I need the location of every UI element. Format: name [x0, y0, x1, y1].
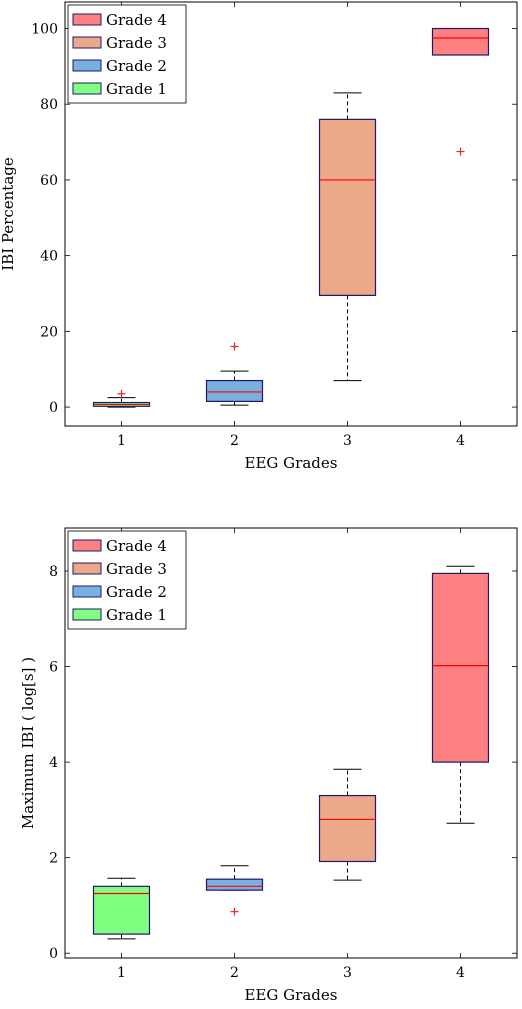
box-grade-1	[92, 885, 151, 935]
legend-label: Grade 2	[106, 57, 167, 75]
y-tick-label: 0	[49, 946, 58, 962]
box-grade-3	[318, 794, 377, 863]
legend-swatch	[72, 82, 102, 95]
x-tick-label: 1	[117, 433, 126, 449]
y-axis-label: Maximum IBI ( log[s] )	[19, 657, 37, 829]
y-tick-label: 100	[31, 22, 58, 38]
y-tick-label: 0	[49, 400, 58, 416]
box-grade-4	[431, 27, 490, 56]
legend-label: Grade 2	[106, 583, 167, 601]
chart-maximum-ibi-svg: 0 2 4 6 8 1 2 3 4 EEG Grades Maximum IBI ( log[s] …	[19, 527, 518, 1004]
y-tick-label: 60	[40, 173, 58, 189]
x-tick-label: 1	[117, 965, 126, 981]
box-grade-3	[318, 118, 377, 296]
y-tick-label: 2	[49, 851, 58, 867]
y-tick-label: 20	[40, 324, 58, 340]
legend-swatch	[72, 608, 102, 621]
legend-swatch	[72, 59, 102, 72]
legend-label: Grade 4	[106, 11, 167, 29]
y-tick-label: 40	[40, 249, 58, 265]
chart-ibi-percentage-svg: 0 20 40 60 80 100 1 2 3 4 EEG Grades IBI Percentage…	[0, 1, 518, 472]
x-axis-label: EEG Grades	[245, 986, 338, 1004]
legend-swatch	[72, 539, 102, 552]
y-tick-label: 4	[49, 755, 58, 771]
box-grade-2	[205, 379, 264, 402]
plot-frame	[64, 1, 518, 427]
x-tick-label: 2	[230, 433, 239, 449]
legend-label: Grade 3	[106, 560, 167, 578]
y-tick-label: 6	[49, 660, 58, 676]
box-grade-2	[205, 878, 264, 891]
y-tick-label: 80	[40, 97, 58, 113]
legend-swatch	[72, 13, 102, 26]
y-axis-label: IBI Percentage	[0, 157, 17, 271]
y-tick-label: 8	[49, 564, 58, 580]
x-tick-label: 3	[343, 965, 352, 981]
x-tick-label: 3	[343, 433, 352, 449]
legend-label: Grade 3	[106, 34, 167, 52]
x-tick-label: 2	[230, 965, 239, 981]
legend-swatch	[72, 585, 102, 598]
chart-ibi-percentage: 0 20 40 60 80 100 1 2 3 4 EEG Grades IBI Percentage…	[0, 0, 522, 485]
x-tick-label: 4	[456, 433, 465, 449]
box-grade-4	[431, 572, 490, 763]
legend-label: Grade 4	[106, 537, 167, 555]
plot-frame	[64, 527, 518, 959]
legend-label: Grade 1	[106, 606, 167, 624]
legend-swatch	[72, 36, 102, 49]
legend-label: Grade 1	[106, 80, 167, 98]
legend-swatch	[72, 562, 102, 575]
x-tick-label: 4	[456, 965, 465, 981]
chart-maximum-ibi: 0 2 4 6 8 1 2 3 4 EEG Grades Maximum IBI ( log[s] …	[0, 520, 522, 1009]
x-axis-label: EEG Grades	[245, 454, 338, 472]
